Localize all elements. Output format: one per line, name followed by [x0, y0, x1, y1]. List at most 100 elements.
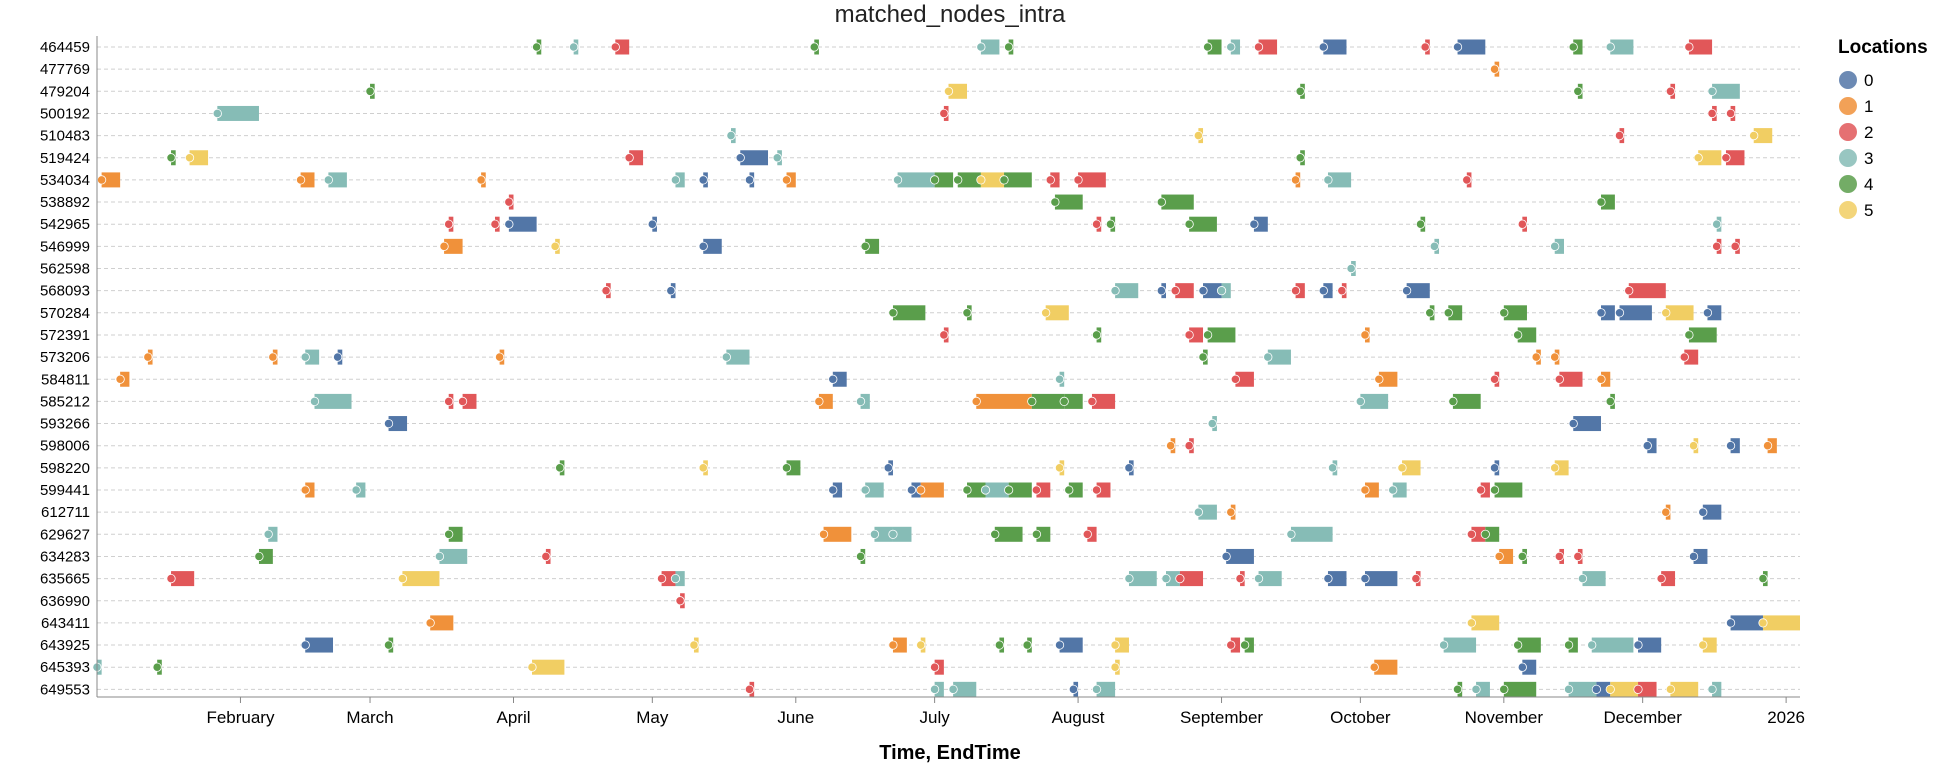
- event-start-point: [365, 86, 375, 96]
- gridlines: [97, 46, 1800, 690]
- event-mark: [1564, 681, 1597, 697]
- event-start-point: [1253, 42, 1264, 52]
- event-mark: [1184, 438, 1194, 454]
- event-bar: [462, 393, 477, 409]
- event-bar: [1568, 637, 1578, 653]
- event-start-point: [1448, 396, 1458, 406]
- event-bar: [217, 105, 259, 121]
- event-mark: [1550, 238, 1564, 254]
- event-mark: [1388, 482, 1407, 498]
- event-mark: [1374, 371, 1398, 387]
- event-bar: [1582, 571, 1606, 587]
- event-bar: [1323, 39, 1347, 55]
- event-start-point: [1665, 86, 1676, 96]
- event-bar: [892, 305, 926, 321]
- event-start-point: [1758, 573, 1768, 584]
- event-mark: [569, 39, 579, 55]
- event-start-point: [1633, 684, 1643, 694]
- event-bar: [976, 393, 1032, 409]
- x-axis-title: Time, EndTime: [879, 742, 1021, 764]
- event-bar: [1452, 393, 1481, 409]
- event-mark: [916, 482, 944, 498]
- event-mark: [152, 659, 162, 675]
- event-start-point: [744, 684, 755, 694]
- event-start-point: [1721, 153, 1731, 163]
- event-mark: [744, 681, 755, 697]
- event-bar: [1364, 482, 1379, 498]
- event-mark: [1226, 504, 1236, 520]
- event-start-point: [1235, 573, 1245, 584]
- event-mark: [1448, 393, 1481, 409]
- event-start-point: [698, 175, 708, 185]
- event-mark: [1614, 128, 1625, 144]
- event-mark: [906, 482, 921, 498]
- event-mark: [1517, 548, 1527, 564]
- legend-label: 2: [1864, 123, 1873, 142]
- event-start-point: [1489, 64, 1500, 74]
- event-start-point: [1452, 684, 1463, 694]
- event-start-point: [1443, 308, 1453, 318]
- event-start-point: [1568, 418, 1578, 429]
- event-mark: [1573, 83, 1583, 99]
- event-start-point: [1466, 529, 1477, 539]
- event-start-point: [781, 463, 792, 473]
- event-mark: [1110, 283, 1139, 299]
- event-start-point: [670, 573, 681, 584]
- event-mark: [1091, 216, 1102, 232]
- event-start-point: [1198, 352, 1208, 362]
- event-bar: [1226, 548, 1254, 564]
- event-mark: [610, 39, 630, 55]
- event-bar: [1115, 283, 1139, 299]
- event-bar: [1762, 615, 1800, 631]
- event-mark: [1605, 39, 1634, 55]
- event-mark: [166, 150, 176, 166]
- event-start-point: [809, 42, 819, 52]
- event-mark: [1420, 39, 1430, 55]
- event-mark: [1624, 283, 1666, 299]
- event-start-point: [1216, 286, 1227, 296]
- event-bar: [1638, 681, 1657, 697]
- event-bar: [1730, 615, 1763, 631]
- event-bar: [1494, 482, 1523, 498]
- x-tick-label: February: [206, 708, 275, 727]
- event-start-point: [1328, 463, 1338, 473]
- legend-swatch: [1839, 201, 1857, 219]
- event-mark: [1725, 438, 1740, 454]
- event-bar: [892, 526, 912, 542]
- event-mark: [670, 172, 685, 188]
- event-start-point: [1110, 662, 1120, 672]
- event-bar: [892, 637, 907, 653]
- event-bar: [1050, 172, 1060, 188]
- event-bar: [920, 482, 944, 498]
- event-start-point: [726, 131, 736, 141]
- event-bar: [1198, 504, 1217, 520]
- event-mark: [1124, 571, 1157, 587]
- event-mark: [166, 571, 195, 587]
- event-mark: [383, 637, 394, 653]
- event-start-point: [1684, 42, 1694, 52]
- event-start-point: [1725, 618, 1736, 628]
- event-bar: [1610, 39, 1634, 55]
- event-mark: [976, 172, 1005, 188]
- event-bar: [1230, 637, 1241, 653]
- event-mark: [601, 283, 611, 299]
- event-start-point: [532, 42, 542, 52]
- event-mark: [504, 194, 514, 210]
- event-mark: [1411, 571, 1421, 587]
- event-bar: [439, 548, 468, 564]
- event-bar: [1693, 548, 1708, 564]
- event-start-point: [962, 485, 972, 495]
- event-start-point: [888, 640, 898, 650]
- event-start-point: [990, 529, 1000, 539]
- event-bar: [948, 83, 968, 99]
- event-mark: [1489, 371, 1500, 387]
- event-bar: [1128, 571, 1157, 587]
- event-start-point: [1337, 286, 1347, 296]
- event-bar: [1476, 681, 1490, 697]
- row-label: 634283: [40, 548, 90, 565]
- x-tick-label: 2026: [1767, 708, 1805, 727]
- event-start-point: [1550, 463, 1560, 473]
- event-start-point: [115, 374, 125, 384]
- event-start-point: [962, 308, 972, 318]
- event-mark: [1027, 393, 1065, 409]
